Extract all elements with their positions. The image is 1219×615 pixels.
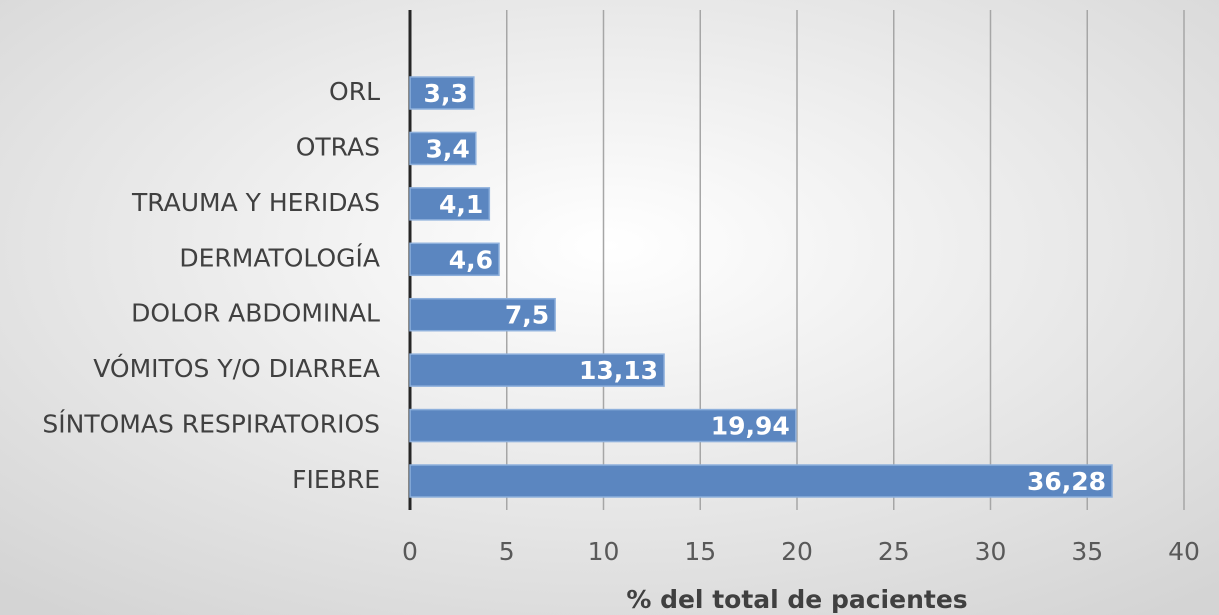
y-tick-label: OTRAS	[296, 132, 380, 161]
bar	[409, 131, 477, 166]
y-tick-label: FIEBRE	[292, 465, 380, 494]
data-label: 13,13	[579, 356, 658, 385]
bar	[409, 187, 491, 221]
data-label: 4,6	[449, 245, 493, 274]
data-label: 4,1	[439, 190, 483, 219]
x-tick-label: 10	[588, 537, 620, 566]
y-tick-label: ORL	[329, 77, 380, 106]
x-tick-label: 35	[1071, 537, 1103, 566]
bar	[409, 464, 1113, 498]
x-tick-label: 15	[684, 537, 716, 566]
y-tick-label: DERMATOLOGÍA	[179, 243, 380, 272]
data-label: 36,28	[1027, 467, 1106, 496]
bar	[409, 76, 475, 110]
x-axis-label: % del total de pacientes	[626, 585, 967, 614]
y-tick-label: SÍNTOMAS RESPIRATORIOS	[42, 410, 380, 439]
y-tick-label: TRAUMA Y HERIDAS	[131, 188, 380, 217]
x-tick-label: 5	[499, 537, 515, 566]
y-tick-label: DOLOR ABDOMINAL	[131, 299, 380, 328]
bar	[409, 353, 665, 387]
bar	[409, 242, 500, 277]
x-tick-label: 20	[781, 537, 813, 566]
x-tick-label: 0	[402, 537, 418, 566]
x-tick-label: 25	[878, 537, 910, 566]
data-label: 3,3	[424, 79, 468, 108]
data-label: 3,4	[425, 134, 469, 163]
data-label: 19,94	[711, 412, 790, 441]
y-tick-label: VÓMITOS Y/O DIARREA	[93, 353, 380, 383]
x-tick-label: 30	[975, 537, 1007, 566]
bar	[409, 297, 556, 332]
bar	[409, 408, 797, 443]
data-label: 7,5	[505, 301, 549, 330]
x-tick-label: 40	[1168, 537, 1200, 566]
